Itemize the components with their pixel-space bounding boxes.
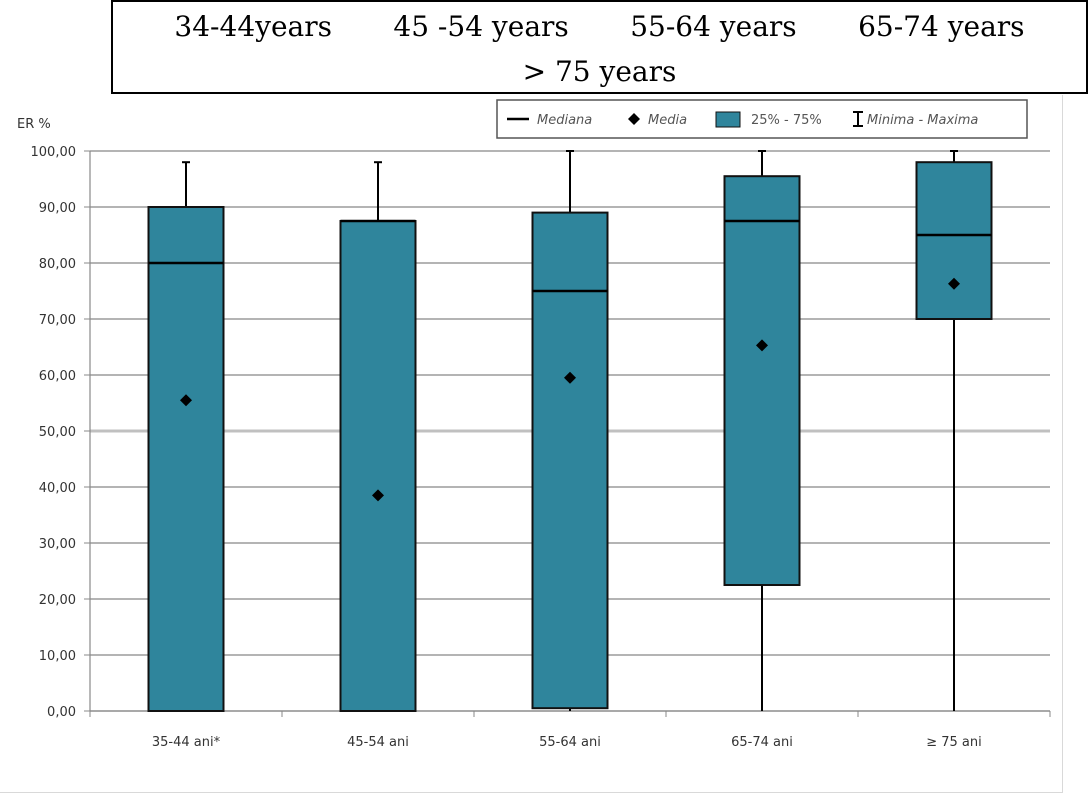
y-tick-label: 40,00 [39,481,76,496]
y-tick-label: 0,00 [47,705,76,720]
y-tick-label: 80,00 [39,257,76,272]
caption-row-1: 34-44years 45 -54 years 55-64 years 65-7… [113,10,1086,43]
legend-frame [496,99,1028,139]
iqr-box [915,161,993,320]
legend-median-label: Mediana [537,113,592,128]
x-tick-label: 45-54 ani [347,735,409,750]
caption-row-2: > 75 years [113,55,1086,88]
iqr-box [339,220,417,712]
caption-age-65-74: 65-74 years [858,10,1025,43]
y-tick-label: 10,00 [39,649,76,664]
x-tick-label: 55-64 ani [539,735,601,750]
caption-age-75-plus: > 75 years [522,55,677,88]
mean-marker [564,371,576,384]
mean-marker [756,339,768,352]
y-tick-label: 100,00 [31,145,77,160]
y-tick-label: 20,00 [39,593,76,608]
legend-mean-swatch [628,113,640,125]
chart-frame-right [1062,95,1063,793]
y-tick-label: 30,00 [39,537,76,552]
iqr-box [723,175,801,586]
y-tick-label: 60,00 [39,369,76,384]
y-tick-label: 50,00 [39,425,76,440]
box-plot-chart: 0,00 10,00 20,00 30,00 40,00 50,00 60,00 70,00 8… [17,99,1051,750]
age-group-caption-box: 34-44years 45 -54 years 55-64 years 65-7… [111,0,1088,94]
caption-age-34-44: 34-44years [174,10,332,43]
mean-marker [948,277,960,290]
y-tick-label: 90,00 [39,201,76,216]
iqr-box [531,211,609,710]
legend-box-label: 25% - 75% [751,113,822,128]
x-tick-label: ≥ 75 ani [926,735,982,750]
y-axis-title: ER % [17,117,51,132]
iqr-box [147,206,225,712]
chart-frame-bottom [0,792,1062,793]
caption-age-45-54: 45 -54 years [393,10,569,43]
y-tick-label: 70,00 [39,313,76,328]
x-tick-label: 35-44 ani* [152,735,221,750]
mean-marker [372,489,384,502]
legend-box-swatch [715,111,741,128]
legend-mean-label: Media [648,113,687,128]
mean-marker [180,394,192,407]
x-tick-label: 65-74 ani [731,735,793,750]
caption-age-55-64: 55-64 years [630,10,797,43]
legend-range-label: Minima - Maxima [867,113,978,128]
